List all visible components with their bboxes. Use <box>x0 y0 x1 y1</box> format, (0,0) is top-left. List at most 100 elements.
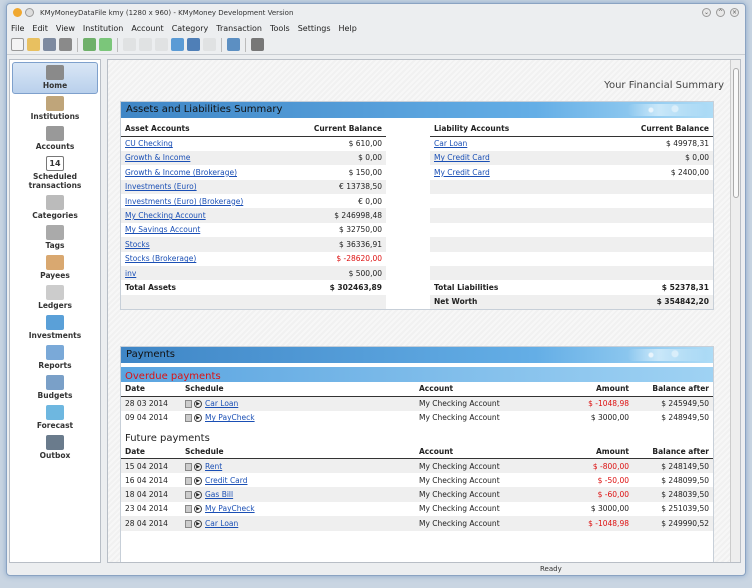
payment-row: 28 03 2014 ▶ Car Loan My Checking Account $ … <box>121 396 713 411</box>
enter-schedule-icon[interactable]: ▶ <box>194 476 202 485</box>
enter-schedule-icon[interactable]: ▶ <box>194 519 202 528</box>
nav-item-budgets[interactable]: Budgets <box>12 373 98 403</box>
assets-panel: Assets and Liabilities Summary Asset Acc… <box>120 101 714 311</box>
print-icon[interactable] <box>59 38 72 51</box>
asset-balance: $ 32750,00 <box>339 225 382 235</box>
nav-item-scheduled[interactable]: 14 Scheduled transactions <box>12 154 98 193</box>
close-icon[interactable]: × <box>730 8 739 17</box>
institutions-icon <box>46 96 64 111</box>
nav-item-outbox[interactable]: Outbox <box>12 433 98 463</box>
ornament-icon <box>627 349 707 361</box>
asset-account-link[interactable]: CU Checking <box>125 139 173 149</box>
menu-edit[interactable]: Edit <box>32 23 48 33</box>
chart-icon[interactable] <box>187 38 200 51</box>
update-icon[interactable] <box>171 38 184 51</box>
save-icon[interactable] <box>43 38 56 51</box>
liability-account-link[interactable]: Car Loan <box>434 139 468 149</box>
liability-account-link[interactable]: My Credit Card <box>430 150 578 166</box>
nav-item-tags[interactable]: Tags <box>12 223 98 253</box>
liability-balance <box>577 208 713 223</box>
edit-schedule-icon[interactable] <box>185 519 192 528</box>
home-icon <box>46 65 64 80</box>
title-bar: KMyMoneyDataFile kmy (1280 x 960) - KMyM… <box>7 4 745 21</box>
edit-schedule-icon[interactable] <box>185 414 192 423</box>
enter-schedule-icon[interactable]: ▶ <box>194 400 202 409</box>
nav-item-home[interactable]: Home <box>12 62 98 94</box>
asset-account-link[interactable]: My Savings Account <box>125 225 201 235</box>
payment-balance-after: $ 248099,50 <box>661 475 709 485</box>
menu-settings[interactable]: Settings <box>297 23 331 33</box>
open-file-icon[interactable] <box>27 38 40 51</box>
menu-tools[interactable]: Tools <box>270 23 290 33</box>
edit-icon[interactable] <box>123 38 136 51</box>
schedule-link[interactable]: Gas Bill <box>205 490 234 500</box>
asset-account-link[interactable]: Growth & Income <box>121 150 281 166</box>
reconcile-icon[interactable] <box>139 38 152 51</box>
reports-icon <box>46 345 64 360</box>
forward-icon[interactable] <box>155 38 168 51</box>
menu-view[interactable]: View <box>55 23 75 33</box>
menu-institution[interactable]: Institution <box>82 23 124 33</box>
payment-date: 23 04 2014 <box>125 504 168 514</box>
app-icon[interactable] <box>13 8 22 17</box>
menu-help[interactable]: Help <box>338 23 357 33</box>
payment-row: 16 04 2014 ▶ Credit Card My Checking Accoun… <box>121 473 713 487</box>
asset-account-link[interactable]: Investments (Euro) <box>121 179 281 194</box>
overdue-title: Overdue payments <box>125 371 221 382</box>
nav-label: Tags <box>45 241 65 250</box>
amount-header: Amount <box>563 382 633 397</box>
asset-account-link[interactable]: Growth & Income (Brokerage) <box>125 167 237 177</box>
asset-account-link[interactable]: Stocks (Brokerage) <box>125 254 197 264</box>
calculator-icon[interactable] <box>251 38 264 51</box>
maximize-icon[interactable]: ^ <box>716 8 725 17</box>
new-schedule-icon[interactable] <box>99 38 112 51</box>
schedule-link[interactable]: My PayCheck <box>205 413 255 423</box>
nav-item-accounts[interactable]: Accounts <box>12 124 98 154</box>
edit-schedule-icon[interactable] <box>185 400 192 409</box>
menu-transaction[interactable]: Transaction <box>216 23 262 33</box>
nav-item-payees[interactable]: Payees <box>12 253 98 283</box>
enter-schedule-icon[interactable]: ▶ <box>194 505 202 514</box>
enter-schedule-icon[interactable]: ▶ <box>194 462 202 471</box>
schedule-link[interactable]: Car Loan <box>205 518 239 528</box>
schedule-link[interactable]: Car Loan <box>205 399 239 409</box>
payment-schedule-cell: ▶ My PayCheck <box>181 411 415 425</box>
asset-account-link[interactable]: My Checking Account <box>121 208 281 223</box>
edit-schedule-icon[interactable] <box>185 476 192 485</box>
liability-account-link[interactable]: My Credit Card <box>434 167 490 177</box>
payment-balance-after: $ 251039,50 <box>661 504 709 514</box>
pin-icon[interactable] <box>25 8 34 17</box>
vertical-scrollbar[interactable] <box>730 60 740 562</box>
nav-item-investments[interactable]: Investments <box>12 313 98 343</box>
edit-schedule-icon[interactable] <box>185 462 192 471</box>
home-view: Your Financial Summary Assets and Liabil… <box>107 59 741 563</box>
liability-balance: $ 2400,00 <box>670 167 709 177</box>
online-icon[interactable] <box>227 38 240 51</box>
schedule-link[interactable]: My PayCheck <box>205 504 255 514</box>
edit-schedule-icon[interactable] <box>185 505 192 514</box>
menu-category[interactable]: Category <box>171 23 209 33</box>
delete-icon[interactable] <box>203 38 216 51</box>
new-account-icon[interactable] <box>83 38 96 51</box>
asset-account-link[interactable]: Stocks <box>121 237 281 252</box>
nav-item-forecast[interactable]: Forecast <box>12 403 98 433</box>
edit-schedule-icon[interactable] <box>185 491 192 500</box>
status-bar: Ready <box>540 565 562 573</box>
asset-account-link[interactable]: Investments (Euro) (Brokerage) <box>125 196 244 206</box>
enter-schedule-icon[interactable]: ▶ <box>194 491 202 500</box>
enter-schedule-icon[interactable]: ▶ <box>194 414 202 423</box>
nav-item-reports[interactable]: Reports <box>12 343 98 373</box>
minimize-icon[interactable]: ⌄ <box>702 8 711 17</box>
asset-account-link[interactable]: inv <box>121 265 281 281</box>
schedule-link[interactable]: Rent <box>205 461 223 471</box>
nav-item-ledgers[interactable]: Ledgers <box>12 283 98 313</box>
new-file-icon[interactable] <box>11 38 24 51</box>
table-row: CU Checking $ 610,00 Car Loan $ 49978,31 <box>121 136 713 150</box>
nav-item-institutions[interactable]: Institutions <box>12 94 98 124</box>
menu-account[interactable]: Account <box>131 23 164 33</box>
nav-item-categories[interactable]: Categories <box>12 193 98 223</box>
schedule-link[interactable]: Credit Card <box>205 475 248 485</box>
scrollbar-thumb[interactable] <box>733 68 739 198</box>
payment-amount: $ 3000,00 <box>590 413 629 423</box>
menu-file[interactable]: File <box>11 23 25 33</box>
